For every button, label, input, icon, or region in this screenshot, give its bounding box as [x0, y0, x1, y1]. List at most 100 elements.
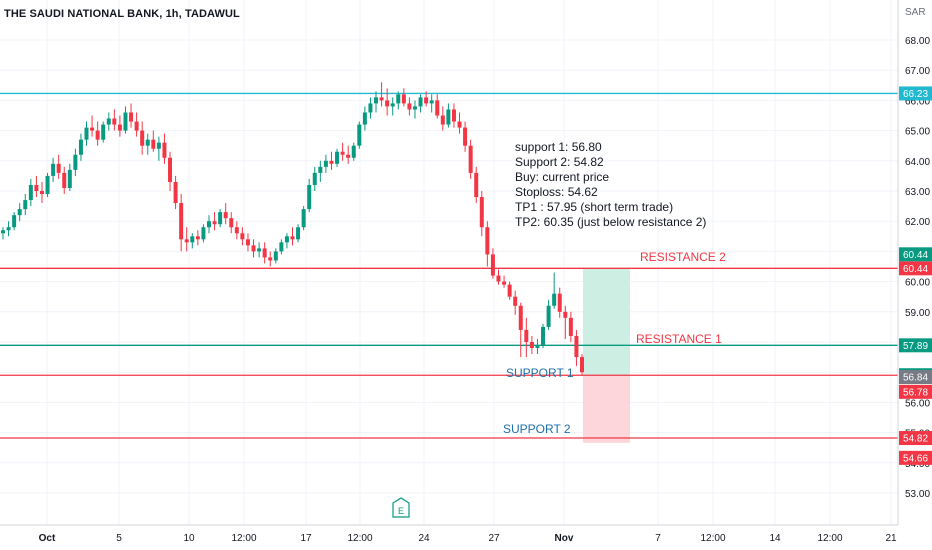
time-tick-label: 17	[300, 533, 312, 544]
candle-body	[474, 172, 479, 198]
candle-body	[156, 142, 161, 149]
candle-body	[502, 281, 507, 285]
candle-body	[451, 109, 456, 122]
candle-body	[301, 209, 306, 228]
resistance-2-label: RESISTANCE 2	[640, 250, 726, 264]
price-tick-label: 62.00	[905, 217, 930, 228]
candle-body	[563, 311, 568, 318]
candle-body	[56, 163, 61, 173]
candle-body	[45, 175, 50, 195]
candle-body	[78, 139, 83, 155]
note-line: Stoploss: 54.62	[515, 185, 598, 199]
candle-body	[557, 293, 562, 312]
price-tag-bg	[899, 247, 932, 262]
time-axis[interactable]: Oct 5 10 12:00 17 12:00 24 27 Nov 7 12:00 14 12:00 21	[0, 524, 898, 544]
time-tick-label: 12:00	[817, 533, 842, 544]
time-tick-label: 24	[418, 533, 430, 544]
earnings-marker[interactable]: E	[392, 497, 410, 518]
earnings-marker-label: E	[398, 506, 404, 516]
note-line: TP2: 60.35 (just below resistance 2)	[515, 215, 707, 229]
support-2-label: SUPPORT 2	[503, 422, 571, 436]
candle-body	[401, 94, 406, 104]
candle-body	[6, 227, 11, 231]
candle-body	[195, 236, 200, 240]
candle-body	[357, 124, 362, 146]
candle-body	[1, 230, 5, 234]
time-tick-label: 12:00	[231, 533, 256, 544]
earnings-icon	[392, 497, 410, 518]
candle-body	[535, 345, 540, 349]
candle-body	[479, 197, 484, 228]
candle-body	[67, 169, 72, 188]
candle-body	[140, 130, 145, 146]
note-line: support 1: 56.80	[515, 140, 602, 154]
candle-body	[296, 227, 301, 240]
resistance-1-price-tag-bg	[899, 338, 932, 353]
support-2-price-tag: 54.82	[903, 434, 928, 445]
candle-body	[268, 257, 273, 261]
candle-body	[245, 239, 250, 246]
price-tag: 56.84	[903, 373, 928, 384]
price-tag: 54.66	[903, 453, 928, 464]
candle-body	[223, 212, 228, 219]
candle-body	[73, 154, 78, 170]
candle-body	[62, 172, 67, 188]
candle-body	[28, 184, 33, 201]
candle-body	[134, 121, 139, 131]
candle-body	[179, 203, 184, 240]
candle-body	[190, 236, 195, 243]
note-line: Buy: current price	[515, 170, 610, 184]
candle-body	[229, 218, 234, 228]
candle-body	[485, 227, 490, 255]
candle-body	[385, 100, 390, 107]
candle-body	[335, 151, 340, 164]
candle-body	[513, 296, 518, 306]
horizontal-lines[interactable]	[0, 92, 898, 439]
resistance-2-price-tag-bg	[899, 261, 932, 276]
price-tag: 56.78	[903, 387, 928, 398]
candle-body	[95, 130, 100, 140]
candle-body	[368, 103, 373, 113]
candle-body	[418, 97, 423, 107]
candle-body	[362, 112, 367, 125]
candle-body	[574, 335, 579, 358]
candle-body	[168, 157, 173, 182]
grid	[0, 0, 898, 525]
candles	[1, 82, 584, 376]
candle-body	[123, 112, 128, 131]
candle-body	[106, 118, 111, 125]
candle-body	[312, 172, 317, 185]
candle-body	[151, 139, 156, 149]
candle-body	[184, 239, 189, 243]
candle-body	[240, 233, 245, 240]
candle-body	[496, 275, 501, 282]
price-tick-label: 68.00	[905, 36, 930, 47]
candle-body	[284, 236, 289, 243]
position-zones	[583, 268, 630, 443]
candle-body	[518, 305, 523, 330]
candle-body	[51, 163, 56, 176]
candle-body	[307, 184, 312, 210]
candle-body	[117, 124, 122, 131]
candle-body	[23, 200, 28, 210]
price-tick-label: 64.00	[905, 157, 930, 168]
resistance-1-price-tag: 57.89	[903, 341, 928, 352]
candle-body	[201, 227, 206, 240]
level-annotations: RESISTANCE 2 RESISTANCE 1 SUPPORT 1 SUPPORT…	[503, 250, 726, 436]
price-tick-label: 53.00	[905, 489, 930, 500]
candle-body	[390, 103, 395, 107]
time-tick-label: Nov	[555, 533, 574, 544]
candle-body	[279, 242, 284, 252]
candle-body	[262, 248, 267, 258]
price-tick-label: 65.00	[905, 127, 930, 138]
candle-body	[379, 97, 384, 101]
candle-body	[273, 251, 278, 261]
candle-body	[440, 115, 445, 125]
candle-body	[145, 139, 150, 146]
price-labels: 66.2360.4457.8956.9054.8260.4456.8456.78…	[899, 86, 932, 465]
candle-body	[412, 106, 417, 110]
support-2-price-tag-bg	[899, 431, 932, 446]
time-tick-label: Oct	[39, 533, 56, 544]
candle-body	[257, 248, 262, 252]
